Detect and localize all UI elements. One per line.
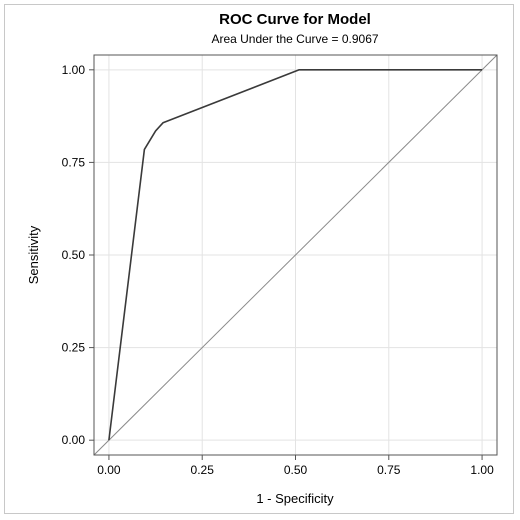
- x-axis-label: 1 - Specificity: [256, 491, 334, 506]
- x-axis-ticks: 0.00 0.25 0.50 0.75 1.00: [97, 455, 494, 477]
- roc-series: [108, 69, 483, 441]
- reference-line: [93, 54, 498, 456]
- y-tick-label: 0.25: [62, 341, 86, 355]
- reference-diagonal: [93, 54, 498, 456]
- y-tick-label: 0.75: [62, 155, 86, 169]
- chart-subtitle: Area Under the Curve = 0.9067: [211, 32, 378, 46]
- y-tick-label: 1.00: [62, 63, 86, 77]
- x-tick-label: 0.75: [377, 463, 401, 477]
- x-tick-label: 0.50: [284, 463, 308, 477]
- x-tick-label: 0.25: [191, 463, 215, 477]
- y-axis-ticks: 0.00 0.25 0.50 0.75 1.00: [62, 63, 94, 447]
- chart-title: ROC Curve for Model: [219, 11, 371, 28]
- x-tick-label: 1.00: [470, 463, 494, 477]
- y-axis-label: Sensitivity: [26, 225, 41, 284]
- chart-frame: [4, 4, 514, 514]
- y-tick-label: 0.50: [62, 248, 86, 262]
- x-tick-label: 0.00: [97, 463, 121, 477]
- y-tick-label: 0.00: [62, 433, 86, 447]
- grid-lines: [94, 55, 497, 455]
- roc-curve-line: [108, 69, 483, 441]
